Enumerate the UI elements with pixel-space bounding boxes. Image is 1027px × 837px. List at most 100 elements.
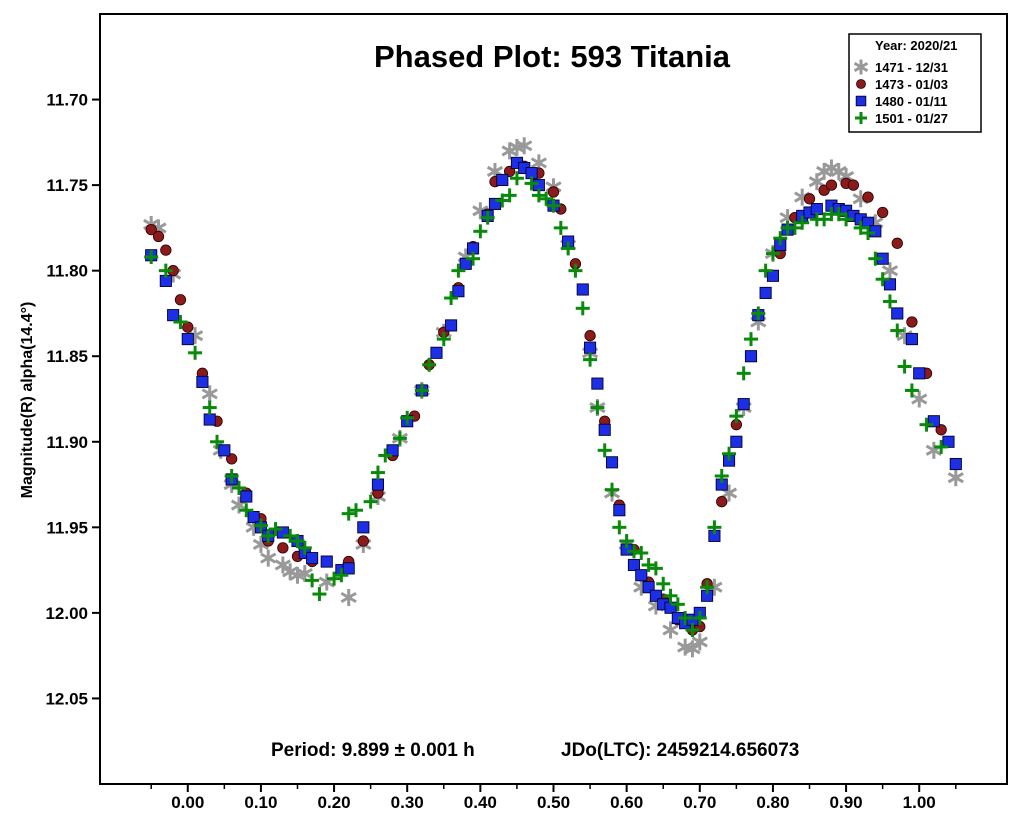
data-point (334, 568, 349, 583)
data-point (547, 186, 560, 198)
data-point (392, 431, 407, 446)
chart-title: Phased Plot: 593 Titania (374, 39, 731, 74)
y-tick-label: 12.00 (45, 604, 88, 623)
x-tick-label: 0.40 (464, 793, 497, 812)
data-point (891, 237, 903, 249)
asterisk-stroke (530, 157, 547, 169)
data-point (400, 410, 415, 425)
y-axis-label: Magnitude(R) alpha(14.4°) (19, 302, 36, 499)
data-point (268, 522, 283, 537)
data-point (869, 225, 882, 238)
data-point (619, 534, 634, 549)
data-point (817, 212, 832, 227)
data-point (283, 528, 298, 543)
data-point (524, 176, 539, 191)
data-point (516, 137, 533, 155)
data-point (949, 457, 962, 471)
data-point (758, 263, 773, 278)
asterisk-stroke (947, 472, 964, 484)
asterisk-stroke (486, 165, 504, 177)
data-point (277, 542, 289, 554)
data-point (934, 439, 949, 454)
data-points (143, 137, 964, 658)
data-point (342, 562, 355, 575)
x-tick-label: 0.10 (244, 793, 277, 812)
data-point (496, 173, 509, 187)
data-point (913, 367, 926, 380)
data-point (340, 588, 357, 606)
data-point (576, 283, 589, 296)
data-point (670, 597, 685, 612)
legend-label: 1473 - 01/03 (875, 77, 948, 92)
data-point (341, 506, 356, 521)
data-point (583, 352, 598, 367)
data-point (495, 193, 510, 208)
asterisk-stroke (881, 265, 899, 277)
legend-marker (853, 59, 869, 75)
data-point (766, 269, 779, 282)
legend-marker (856, 79, 866, 89)
data-point (868, 251, 883, 266)
data-point (306, 552, 319, 565)
data-point (188, 345, 203, 360)
data-point (349, 503, 364, 518)
data-point (260, 549, 277, 567)
legend-marker (855, 95, 867, 107)
data-point (634, 546, 649, 560)
data-point (656, 576, 671, 591)
data-point (274, 556, 291, 574)
data-point (239, 503, 254, 518)
data-point (167, 309, 180, 322)
data-point (648, 561, 663, 576)
asterisk-stroke (691, 636, 708, 648)
data-point (553, 220, 568, 235)
asterisk-stroke (837, 171, 855, 183)
asterisk-stroke (808, 176, 825, 188)
legend: Year: 2020/21 1471 - 12/31 1473 - 01/03 14… (848, 33, 982, 133)
data-point (231, 480, 246, 495)
data-point (642, 581, 655, 594)
data-point (795, 215, 810, 230)
x-tick-label: 0.90 (830, 793, 863, 812)
data-point (584, 330, 596, 342)
data-point (247, 511, 260, 524)
data-point (546, 198, 561, 213)
asterisk-stroke (684, 643, 701, 655)
asterisk-stroke (274, 559, 291, 571)
data-point (201, 385, 218, 403)
data-point (290, 534, 305, 549)
y-tick-label: 11.75 (46, 176, 88, 195)
data-point (480, 210, 495, 225)
data-point (641, 557, 656, 572)
asterisk-stroke (662, 624, 679, 636)
data-point (722, 446, 737, 461)
data-point (877, 206, 889, 219)
data-point (575, 301, 590, 316)
data-point (430, 346, 443, 359)
data-point (729, 409, 744, 424)
data-point (297, 540, 312, 555)
data-point (370, 465, 385, 480)
data-point (568, 263, 583, 278)
data-point (847, 179, 860, 191)
data-point (626, 544, 641, 559)
asterisk-stroke (201, 388, 218, 400)
x-tick-label: 0.00 (171, 793, 204, 812)
asterisk-stroke (230, 499, 248, 511)
x-tick-label: 0.20 (318, 793, 351, 812)
data-point (942, 435, 955, 448)
data-point (451, 263, 466, 278)
asterisk-stroke (516, 140, 533, 152)
data-point (882, 294, 897, 309)
data-point (890, 323, 905, 338)
data-point (378, 448, 393, 463)
legend-marker (855, 112, 867, 124)
data-point (357, 521, 370, 534)
data-point (210, 434, 225, 449)
x-axis: 0.00 0.10 0.20 0.30 0.40 0.50 0.60 0.70 0.80 0.90… (150, 784, 957, 812)
data-point (224, 469, 239, 483)
y-tick-label: 11.70 (46, 91, 88, 110)
data-point (436, 332, 451, 347)
asterisk-stroke (720, 487, 738, 499)
